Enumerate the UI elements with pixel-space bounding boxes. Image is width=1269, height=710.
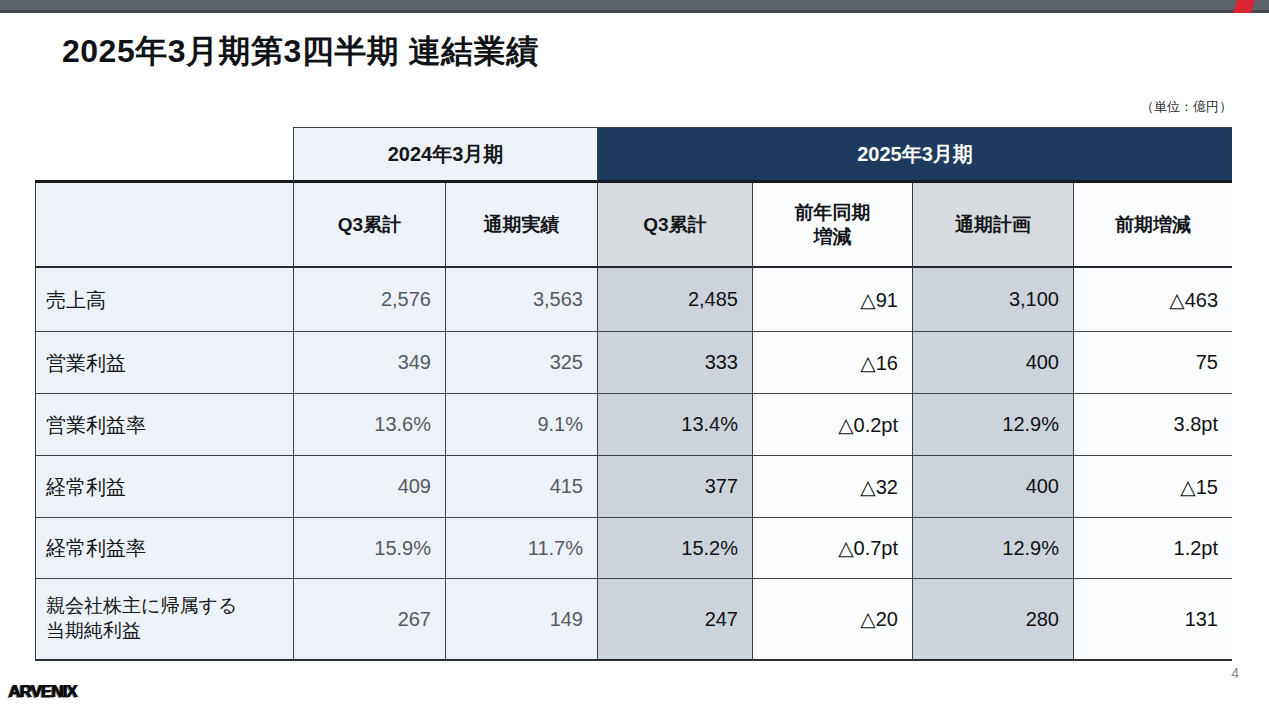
table-cell: 12.9% bbox=[912, 518, 1073, 579]
group-header-fy2025: 2025年3月期 bbox=[597, 127, 1232, 183]
table-cell: 377 bbox=[597, 456, 752, 518]
column-header-yoy-change: 前年同期 増減 bbox=[752, 183, 912, 268]
table-cell: 400 bbox=[912, 456, 1073, 518]
table-cell: 11.7% bbox=[445, 518, 597, 579]
table-cell: 409 bbox=[293, 456, 445, 518]
table-cell: △463 bbox=[1073, 268, 1232, 332]
column-header-q3-2025: Q3累計 bbox=[597, 183, 752, 268]
table-cell: 400 bbox=[912, 332, 1073, 394]
table-cell: 2,576 bbox=[293, 268, 445, 332]
red-accent-mark bbox=[1233, 0, 1255, 13]
table-cell: △91 bbox=[752, 268, 912, 332]
table-cell: 15.2% bbox=[597, 518, 752, 579]
column-header-prior-change: 前期増減 bbox=[1073, 183, 1232, 268]
table-cell: 15.9% bbox=[293, 518, 445, 579]
table-cell: 3,563 bbox=[445, 268, 597, 332]
page-number: 4 bbox=[1231, 665, 1239, 681]
top-bar bbox=[0, 0, 1269, 13]
table-cell: 149 bbox=[445, 579, 597, 661]
unit-note: （単位：億円） bbox=[1141, 98, 1232, 116]
group-header-fy2024: 2024年3月期 bbox=[293, 127, 597, 183]
row-label-net-sales: 売上高 bbox=[35, 268, 293, 332]
table-cell: 75 bbox=[1073, 332, 1232, 394]
table-cell: 13.4% bbox=[597, 394, 752, 456]
table-cell: △20 bbox=[752, 579, 912, 661]
table-cell: 325 bbox=[445, 332, 597, 394]
column-header-fullyear-plan: 通期計画 bbox=[912, 183, 1073, 268]
table-cell: △15 bbox=[1073, 456, 1232, 518]
table-cell: 3.8pt bbox=[1073, 394, 1232, 456]
column-header-q3-2024: Q3累計 bbox=[293, 183, 445, 268]
table-cell: 9.1% bbox=[445, 394, 597, 456]
table-cell: 280 bbox=[912, 579, 1073, 661]
page-title: 2025年3月期第3四半期 連結業績 bbox=[62, 30, 539, 74]
table-cell: △0.2pt bbox=[752, 394, 912, 456]
table-cell: 267 bbox=[293, 579, 445, 661]
row-label-operating-margin: 営業利益率 bbox=[35, 394, 293, 456]
table-cell: 2,485 bbox=[597, 268, 752, 332]
row-label-ordinary-income: 経常利益 bbox=[35, 456, 293, 518]
table-corner-spacer bbox=[35, 127, 293, 183]
table-cell: 131 bbox=[1073, 579, 1232, 661]
table-cell: △16 bbox=[752, 332, 912, 394]
table-cell: 415 bbox=[445, 456, 597, 518]
row-label-operating-income: 営業利益 bbox=[35, 332, 293, 394]
table-cell: 13.6% bbox=[293, 394, 445, 456]
company-logo: ARVENIX bbox=[8, 682, 76, 702]
column-header-fullyear-actual: 通期実績 bbox=[445, 183, 597, 268]
table-cell: 1.2pt bbox=[1073, 518, 1232, 579]
row-label-header-cell bbox=[35, 183, 293, 268]
row-label-net-income: 親会社株主に帰属する 当期純利益 bbox=[35, 579, 293, 661]
table-cell: 3,100 bbox=[912, 268, 1073, 332]
table-cell: 247 bbox=[597, 579, 752, 661]
financial-results-table: 2024年3月期 2025年3月期 Q3累計 通期実績 Q3累計 前年同期 増減… bbox=[35, 127, 1232, 661]
table-cell: 12.9% bbox=[912, 394, 1073, 456]
row-label-ordinary-margin: 経常利益率 bbox=[35, 518, 293, 579]
table-cell: 333 bbox=[597, 332, 752, 394]
table-cell: △32 bbox=[752, 456, 912, 518]
table-cell: △0.7pt bbox=[752, 518, 912, 579]
table-cell: 349 bbox=[293, 332, 445, 394]
